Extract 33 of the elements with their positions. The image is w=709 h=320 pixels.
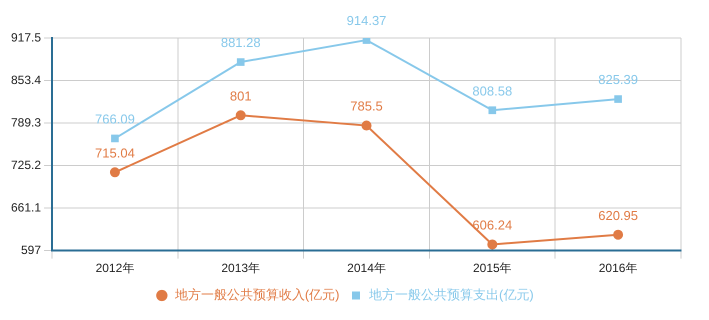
data-label: 914.37 xyxy=(346,13,386,28)
data-label: 785.5 xyxy=(350,98,383,114)
x-tick-label: 2012年 xyxy=(96,261,134,276)
data-label: 715.04 xyxy=(95,145,135,160)
point xyxy=(236,110,246,120)
point xyxy=(488,106,496,114)
data-label: 606.24 xyxy=(472,218,512,233)
point xyxy=(110,167,120,178)
point xyxy=(487,239,498,250)
y-tick-label: 725.2 xyxy=(11,158,42,172)
x-tick-label: 2013年 xyxy=(221,261,260,276)
point xyxy=(362,120,372,131)
point xyxy=(614,95,622,103)
y-tick-label: 661.1 xyxy=(11,200,42,214)
point xyxy=(236,58,245,66)
data-label: 825.39 xyxy=(598,72,638,88)
data-label: 620.95 xyxy=(598,208,638,223)
x-tick-label: 2016年 xyxy=(598,261,638,276)
y-tick-label: 917.5 xyxy=(11,30,42,44)
point xyxy=(613,230,624,240)
point xyxy=(362,38,370,44)
data-label: 808.58 xyxy=(472,83,512,98)
data-label: 766.09 xyxy=(95,112,135,127)
x-tick-label: 2015年 xyxy=(472,261,512,276)
data-label: 801 xyxy=(230,88,252,104)
point xyxy=(111,134,119,142)
legend-label: 地方一般公共预算收入(亿元) xyxy=(174,287,340,302)
y-tick-label: 853.4 xyxy=(11,72,42,87)
data-label: 881.28 xyxy=(220,35,261,50)
y-tick-label: 789.3 xyxy=(11,115,42,130)
y-tick-label: 597 xyxy=(21,242,42,257)
x-tick-label: 2014年 xyxy=(347,261,386,276)
legend-label: 地方一般公共预算支出(亿元) xyxy=(368,287,534,302)
